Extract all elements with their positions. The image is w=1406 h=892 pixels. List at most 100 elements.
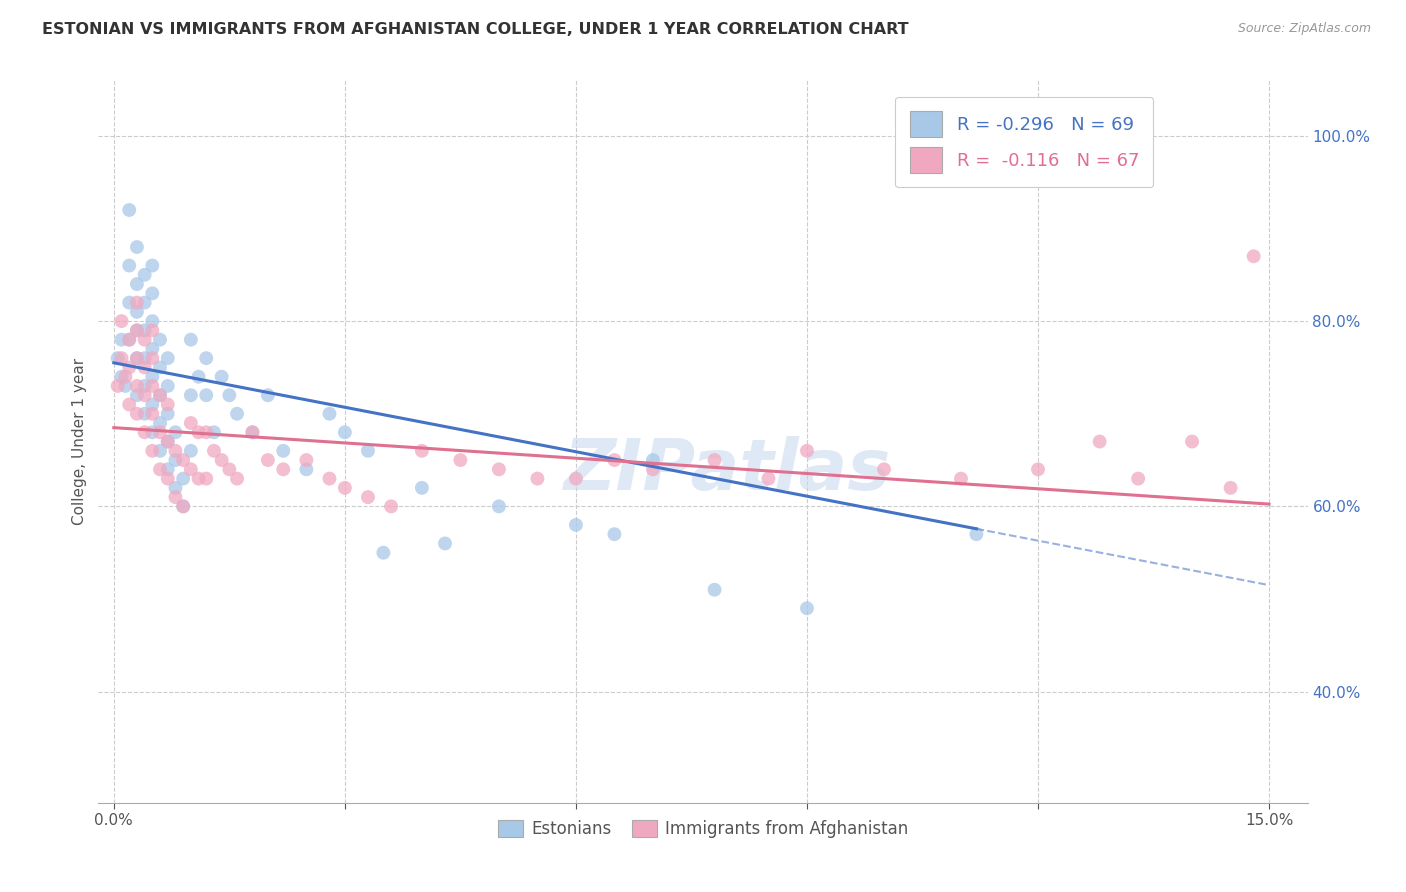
Point <box>796 443 818 458</box>
Point <box>114 369 136 384</box>
Point <box>125 323 148 337</box>
Point <box>449 453 471 467</box>
Point <box>149 425 172 440</box>
Point <box>758 472 780 486</box>
Point <box>295 453 318 467</box>
Point <box>172 500 194 514</box>
Point <box>796 601 818 615</box>
Point <box>603 453 626 467</box>
Point <box>149 333 172 347</box>
Point <box>172 500 194 514</box>
Point <box>156 351 179 366</box>
Point <box>333 481 356 495</box>
Point <box>156 407 179 421</box>
Point <box>156 397 179 411</box>
Point <box>180 443 202 458</box>
Point <box>703 453 725 467</box>
Point <box>257 388 280 402</box>
Point <box>242 425 264 440</box>
Point <box>526 472 548 486</box>
Point <box>141 342 163 356</box>
Point <box>141 351 163 366</box>
Point <box>165 481 187 495</box>
Point <box>187 472 209 486</box>
Point <box>1126 472 1149 486</box>
Text: Source: ZipAtlas.com: Source: ZipAtlas.com <box>1237 22 1371 36</box>
Point <box>271 443 294 458</box>
Point <box>873 462 896 476</box>
Point <box>125 240 148 254</box>
Point <box>202 425 225 440</box>
Point <box>172 472 194 486</box>
Point <box>118 360 141 375</box>
Point <box>603 527 626 541</box>
Point <box>118 333 141 347</box>
Point <box>149 462 172 476</box>
Point <box>411 481 433 495</box>
Point <box>156 472 179 486</box>
Point <box>1219 481 1241 495</box>
Point <box>211 453 233 467</box>
Point <box>156 434 179 449</box>
Point <box>318 472 340 486</box>
Point <box>357 490 380 504</box>
Point <box>565 472 588 486</box>
Point <box>118 397 141 411</box>
Point <box>141 369 163 384</box>
Point <box>110 369 132 384</box>
Point <box>187 369 209 384</box>
Point <box>257 453 280 467</box>
Point <box>950 472 973 486</box>
Point <box>226 472 249 486</box>
Point <box>226 407 249 421</box>
Point <box>165 443 187 458</box>
Point <box>134 268 156 282</box>
Point <box>125 305 148 319</box>
Point <box>172 453 194 467</box>
Point <box>565 517 588 532</box>
Point <box>125 379 148 393</box>
Point <box>110 333 132 347</box>
Point <box>195 472 218 486</box>
Point <box>149 443 172 458</box>
Point <box>180 388 202 402</box>
Point <box>141 407 163 421</box>
Point <box>156 462 179 476</box>
Point <box>134 323 156 337</box>
Point <box>118 295 141 310</box>
Point <box>141 314 163 328</box>
Point <box>641 462 664 476</box>
Point <box>125 323 148 337</box>
Point <box>141 259 163 273</box>
Text: ESTONIAN VS IMMIGRANTS FROM AFGHANISTAN COLLEGE, UNDER 1 YEAR CORRELATION CHART: ESTONIAN VS IMMIGRANTS FROM AFGHANISTAN … <box>42 22 908 37</box>
Point <box>1181 434 1204 449</box>
Point <box>180 333 202 347</box>
Point <box>118 202 141 217</box>
Point <box>149 360 172 375</box>
Point <box>165 490 187 504</box>
Point <box>134 351 156 366</box>
Point <box>134 407 156 421</box>
Point <box>373 546 395 560</box>
Point <box>110 351 132 366</box>
Point <box>125 277 148 291</box>
Point <box>295 462 318 476</box>
Point <box>125 388 148 402</box>
Point <box>141 379 163 393</box>
Point <box>141 286 163 301</box>
Legend: Estonians, Immigrants from Afghanistan: Estonians, Immigrants from Afghanistan <box>491 814 915 845</box>
Point <box>488 462 510 476</box>
Point <box>211 369 233 384</box>
Point <box>1026 462 1049 476</box>
Point <box>134 360 156 375</box>
Point <box>703 582 725 597</box>
Point <box>114 379 136 393</box>
Point <box>333 425 356 440</box>
Point <box>165 453 187 467</box>
Point <box>411 443 433 458</box>
Point <box>180 416 202 430</box>
Point <box>125 351 148 366</box>
Point <box>380 500 402 514</box>
Point <box>318 407 340 421</box>
Point <box>118 333 141 347</box>
